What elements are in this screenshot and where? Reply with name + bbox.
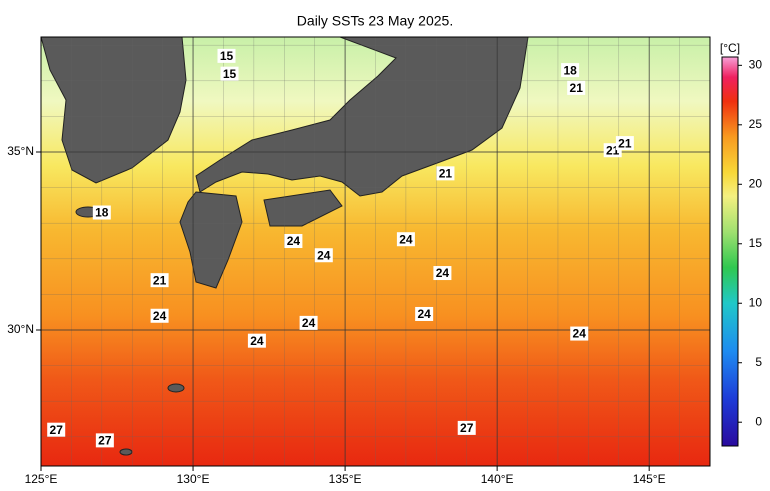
grid xyxy=(41,37,710,466)
colorbar-tick-label: 0 xyxy=(755,414,762,428)
contour-label-box xyxy=(284,233,303,248)
y-tick-label: 35°N xyxy=(7,144,34,158)
contour-label-box xyxy=(92,205,111,220)
contour-label-text: 15 xyxy=(220,49,234,63)
contour-label-box xyxy=(95,433,114,448)
contour-label-box xyxy=(299,315,318,330)
x-tick-label: 125°E xyxy=(25,472,58,486)
contour-label: 24 xyxy=(433,266,452,281)
korea xyxy=(41,37,187,184)
contour-label-text: 21 xyxy=(570,81,584,95)
contour-label-text: 24 xyxy=(250,334,264,348)
colorbar-tick-label: 20 xyxy=(749,176,763,190)
contour-label-box xyxy=(314,248,333,263)
contour-label-box xyxy=(433,266,452,281)
contour-label-box xyxy=(570,326,589,341)
contour-label-box xyxy=(561,63,580,78)
contour-label-text: 24 xyxy=(153,309,167,323)
chart-title: Daily SSTs 23 May 2025. xyxy=(297,13,453,29)
contour-label-text: 18 xyxy=(95,206,109,220)
contour-label-text: 24 xyxy=(317,248,331,262)
contour-label-text: 24 xyxy=(417,307,431,321)
contour-label: 27 xyxy=(457,420,476,435)
colorbar xyxy=(721,56,739,447)
island xyxy=(167,383,185,393)
shikoku xyxy=(263,189,343,227)
contour-label: 18 xyxy=(92,205,111,220)
kyushu xyxy=(179,191,243,289)
contour-label-text: 27 xyxy=(50,423,64,437)
contour-label-box xyxy=(436,166,455,181)
contour-label-text: 27 xyxy=(460,421,474,435)
contour-label: 15 xyxy=(220,66,239,81)
contour-label-box xyxy=(396,232,415,247)
contour-label-box xyxy=(567,80,586,95)
x-tick-label: 140°E xyxy=(481,472,514,486)
contour-label: 21 xyxy=(436,166,455,181)
contour-label-text: 24 xyxy=(287,234,301,248)
contour-label: 27 xyxy=(47,422,66,437)
map-frame xyxy=(40,36,711,467)
y-tick-label: 30°N xyxy=(7,322,34,336)
contour-label-text: 18 xyxy=(563,63,577,77)
contour-label-text: 21 xyxy=(153,273,167,287)
x-tick-label: 130°E xyxy=(177,472,210,486)
colorbar-tick-label: 25 xyxy=(749,117,763,131)
contour-label-text: 27 xyxy=(98,434,112,448)
contour-label-text: 21 xyxy=(439,167,453,181)
contour-label-text: 24 xyxy=(302,316,316,330)
contour-label-text: 24 xyxy=(399,232,413,246)
x-tick-label: 145°E xyxy=(633,472,666,486)
contour-label: 21 xyxy=(567,80,586,95)
contour-label-box xyxy=(415,306,434,321)
contour-label-box xyxy=(457,420,476,435)
contour-label: 24 xyxy=(299,315,318,330)
colorbar-tick-label: 10 xyxy=(749,295,763,309)
contour-label-box xyxy=(217,48,236,63)
contour-label: 18 xyxy=(561,63,580,78)
contour-label: 21 xyxy=(615,136,634,151)
contour-label-text: 21 xyxy=(618,136,632,150)
contour-label-box xyxy=(150,273,169,288)
contour-label: 24 xyxy=(415,306,434,321)
colorbar-tick-label: 5 xyxy=(755,355,762,369)
contour-label: 27 xyxy=(95,433,114,448)
contour-label-text: 15 xyxy=(223,67,237,81)
contour-label: 24 xyxy=(570,326,589,341)
island xyxy=(119,448,133,456)
contour-label: 24 xyxy=(247,333,266,348)
contour-label-box xyxy=(615,136,634,151)
contour-label-box xyxy=(220,66,239,81)
contour-label-box xyxy=(247,333,266,348)
contour-label-box xyxy=(150,308,169,323)
contour-label: 24 xyxy=(314,248,333,263)
x-tick-label: 135°E xyxy=(329,472,362,486)
colorbar-tick-label: 15 xyxy=(749,236,763,250)
colorbar-label: [°C] xyxy=(720,41,740,55)
contour-label: 15 xyxy=(217,48,236,63)
contour-label: 24 xyxy=(396,232,415,247)
contour-label-box xyxy=(47,422,66,437)
colorbar-tick-label: 30 xyxy=(749,57,763,71)
contour-label: 21 xyxy=(150,273,169,288)
contour-label-text: 24 xyxy=(436,266,450,280)
contour-label: 24 xyxy=(150,308,169,323)
contour-label: 24 xyxy=(284,233,303,248)
contour-label-text: 24 xyxy=(573,327,587,341)
